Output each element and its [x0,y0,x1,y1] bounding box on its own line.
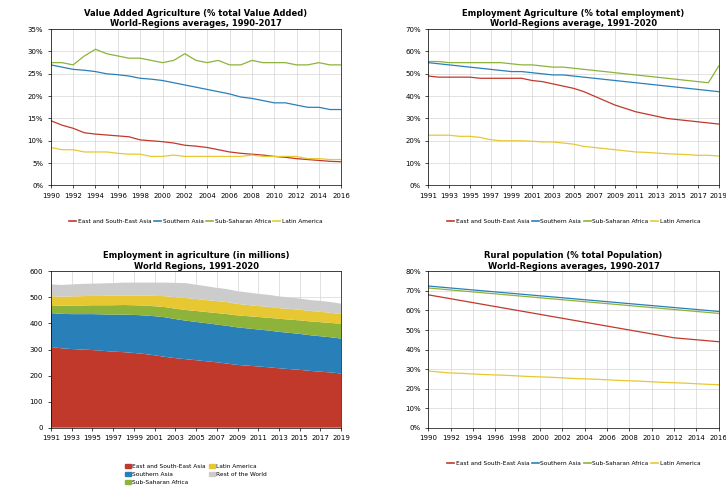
Legend: East and South-East Asia, Southern Asia, Sub-Saharan Africa, Latin America: East and South-East Asia, Southern Asia,… [444,459,703,469]
Legend: East and South-East Asia, Southern Asia, Sub-Saharan Africa, Latin America: East and South-East Asia, Southern Asia,… [67,216,325,226]
Title: Employment in agriculture (in millions)
World Regions, 1991-2020: Employment in agriculture (in millions) … [103,251,289,271]
Title: Employment Agriculture (% total employment)
World-Regions average, 1991-2020: Employment Agriculture (% total employme… [462,9,685,28]
Legend: East and South-East Asia, Southern Asia, Sub-Saharan Africa, Latin America, Rest: East and South-East Asia, Southern Asia,… [123,462,269,486]
Title: Rural population (% total Population)
World-Regions averages, 1990-2017: Rural population (% total Population) Wo… [484,251,663,271]
Title: Value Added Agriculture (% total Value Added)
World-Regions averages, 1990-2017: Value Added Agriculture (% total Value A… [84,9,308,28]
Legend: East and South-East Asia, Southern Asia, Sub-Saharan Africa, Latin America: East and South-East Asia, Southern Asia,… [444,216,703,226]
